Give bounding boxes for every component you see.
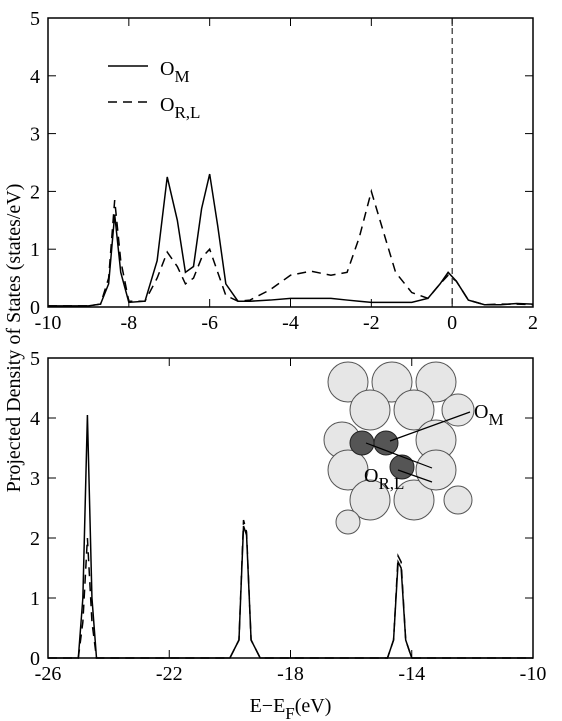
annotation-main: O — [364, 465, 378, 487]
annotation: OR,L — [364, 465, 404, 493]
x-tick-label: -18 — [277, 663, 304, 685]
x-tick-label: -4 — [282, 312, 299, 334]
annotation-sub: M — [488, 410, 503, 429]
y-tick-label: 1 — [30, 588, 40, 610]
y-tick-label: 5 — [30, 8, 40, 30]
y-tick-label: 5 — [30, 348, 40, 370]
inset-arrows — [365, 411, 471, 483]
inset — [323, 361, 475, 535]
x-axis-label-suffix: (eV) — [295, 695, 332, 717]
y-tick-label: 4 — [30, 408, 40, 430]
y-tick-label: 0 — [30, 297, 40, 319]
x-tick-label: -8 — [120, 312, 137, 334]
y-axis-label: Projected Density of States (states/eV) — [3, 184, 25, 493]
legend-label-main: O — [160, 94, 174, 116]
x-tick-label: 0 — [447, 312, 457, 334]
y-tick-label: 2 — [30, 181, 40, 203]
x-axis-label-main: E−E — [250, 695, 286, 717]
x-tick-label: -22 — [156, 663, 183, 685]
series-line — [48, 188, 534, 307]
y-tick-label: 3 — [30, 468, 40, 490]
y-tick-label: 4 — [30, 66, 40, 88]
x-axis-label: E−EF(eV) — [250, 695, 332, 721]
x-tick-label: -10 — [520, 663, 547, 685]
y-tick-label: 2 — [30, 528, 40, 550]
y-tick-label: 3 — [30, 124, 40, 146]
legend-label: OM — [160, 58, 190, 86]
series-line — [48, 173, 534, 307]
annotation-main: O — [474, 401, 488, 423]
x-tick-label: -2 — [363, 312, 380, 334]
y-tick-label: 0 — [30, 648, 40, 670]
annotation: OM — [474, 401, 504, 429]
legend-label-main: O — [160, 58, 174, 80]
series-line — [48, 519, 533, 659]
x-tick-label: 2 — [528, 312, 538, 334]
x-axis-label-sub: F — [285, 704, 294, 721]
x-tick-label: -10 — [35, 312, 62, 334]
legend-label-sub: M — [174, 67, 189, 86]
inset-oxygen — [349, 430, 415, 480]
x-tick-label: -6 — [201, 312, 218, 334]
legend-label: OR,L — [160, 94, 200, 122]
inset-atoms — [323, 361, 475, 535]
x-tick-label: -14 — [398, 663, 425, 685]
annotation-sub: R,L — [378, 474, 404, 493]
x-tick-label: -26 — [35, 663, 62, 685]
y-tick-label: 1 — [30, 239, 40, 261]
legend-label-sub: R,L — [174, 103, 200, 122]
plot-frame — [47, 17, 534, 308]
